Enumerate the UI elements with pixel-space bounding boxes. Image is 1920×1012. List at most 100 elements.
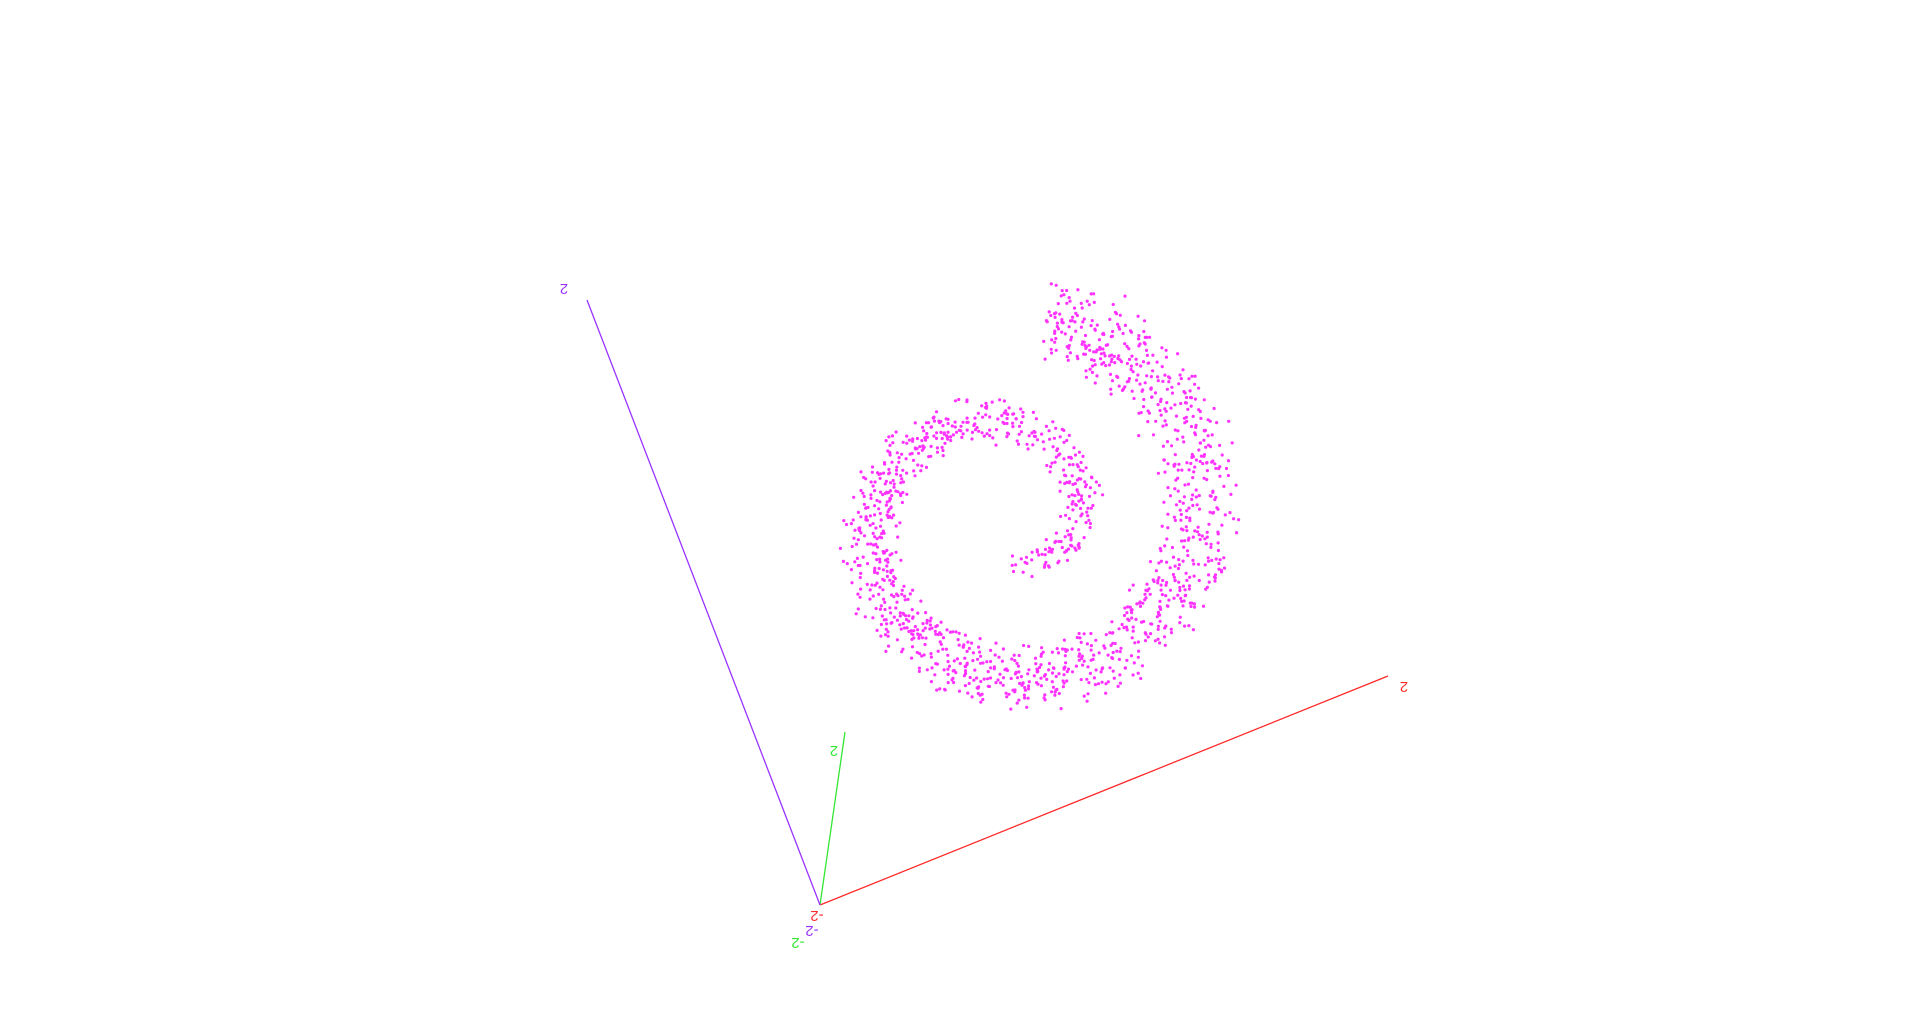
data-point (1097, 338, 1101, 342)
data-point (990, 400, 994, 404)
data-point (885, 548, 889, 553)
data-point (963, 664, 967, 669)
data-point (1065, 558, 1070, 563)
data-point (915, 436, 920, 441)
data-point (1119, 646, 1123, 650)
data-point (896, 594, 900, 598)
data-point (1048, 470, 1052, 474)
data-point (1072, 306, 1077, 310)
data-point (1163, 643, 1167, 647)
data-point (1115, 374, 1119, 378)
data-point (1217, 562, 1221, 566)
data-point (1011, 425, 1015, 429)
data-point (1043, 693, 1047, 697)
data-point (1016, 442, 1021, 446)
data-point (850, 581, 854, 585)
data-point (1067, 325, 1071, 329)
data-point (1067, 455, 1071, 459)
data-point (1065, 355, 1069, 359)
data-point (1214, 557, 1218, 561)
data-point (1060, 330, 1064, 334)
data-point (853, 528, 857, 532)
data-point (1090, 358, 1094, 362)
data-point (1172, 575, 1176, 579)
data-point (1014, 563, 1018, 567)
data-point (1185, 461, 1189, 465)
data-point (998, 672, 1002, 676)
data-point (1159, 583, 1163, 587)
data-point (1040, 646, 1044, 650)
data-point (1062, 468, 1066, 472)
data-point (939, 620, 943, 624)
data-point (1186, 482, 1191, 486)
data-point (899, 627, 903, 631)
data-point (976, 411, 980, 415)
data-point (1093, 363, 1097, 367)
data-point (924, 435, 929, 439)
data-point (1162, 500, 1166, 504)
data-point (1136, 671, 1140, 675)
data-point (1185, 395, 1189, 400)
data-point (894, 430, 898, 434)
data-point (905, 434, 909, 438)
data-point (1160, 593, 1164, 597)
data-point (1011, 421, 1015, 425)
data-point (1201, 462, 1205, 466)
data-point (897, 460, 901, 464)
data-point (1222, 556, 1226, 560)
data-point (1234, 483, 1238, 487)
data-point (1176, 593, 1180, 597)
data-point (989, 666, 993, 670)
data-point (1116, 684, 1120, 689)
data-point (1130, 389, 1134, 393)
data-point (858, 575, 862, 580)
data-point (1110, 631, 1114, 635)
data-point (1200, 534, 1204, 538)
data-point (1014, 417, 1018, 421)
data-point (922, 429, 926, 433)
data-point (957, 643, 961, 647)
data-point (1129, 364, 1133, 368)
data-point (865, 582, 869, 587)
data-point (934, 632, 938, 636)
data-point (1176, 352, 1180, 356)
data-point (1040, 432, 1044, 436)
data-point (935, 688, 939, 692)
data-point (883, 482, 887, 486)
data-point (996, 417, 1000, 421)
data-point (1093, 327, 1097, 331)
data-point (1066, 505, 1070, 509)
data-point (1079, 498, 1083, 502)
data-point (1196, 562, 1201, 566)
data-point (1065, 438, 1069, 443)
data-point (1094, 480, 1098, 484)
data-point (972, 678, 976, 682)
data-point (1033, 656, 1038, 660)
data-point (1085, 677, 1089, 681)
data-point (1009, 707, 1013, 711)
data-point (955, 657, 960, 661)
data-point (904, 617, 909, 622)
data-point (941, 424, 945, 428)
data-point (1052, 312, 1057, 316)
data-point (1080, 512, 1084, 516)
data-point (1127, 588, 1132, 592)
data-point (1050, 680, 1054, 684)
data-point (1159, 549, 1163, 553)
data-point (1040, 552, 1044, 556)
data-point (885, 569, 889, 573)
data-point (1160, 346, 1164, 350)
data-point (890, 516, 894, 520)
data-point (1150, 395, 1154, 399)
data-point (1078, 636, 1082, 640)
data-point (924, 611, 928, 615)
data-point (1096, 682, 1101, 686)
data-point (1083, 352, 1088, 356)
data-point (1066, 667, 1071, 671)
data-point (1068, 299, 1072, 303)
data-point (1127, 357, 1132, 361)
data-point (1137, 337, 1141, 341)
data-point (1122, 613, 1127, 618)
